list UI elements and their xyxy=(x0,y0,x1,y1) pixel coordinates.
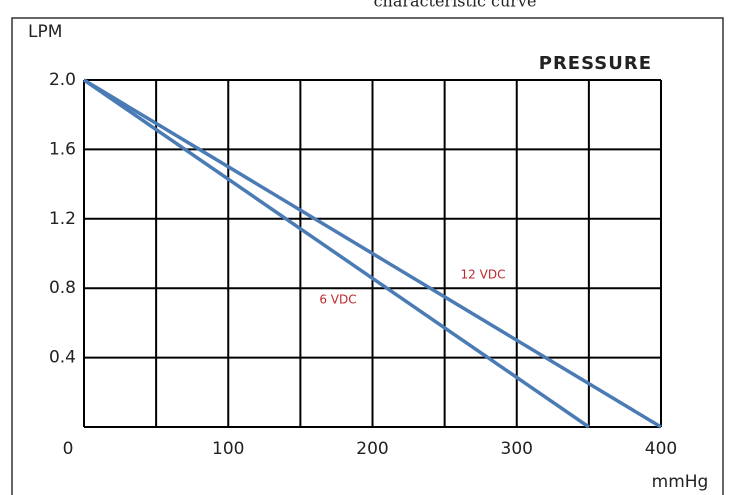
x-tick-label: 0 xyxy=(63,439,74,459)
y-tick-label: 1.6 xyxy=(49,139,76,159)
line-label: 6 VDC xyxy=(319,293,356,307)
y-axis-label: LPM xyxy=(28,22,62,42)
x-tick-label: 100 xyxy=(212,439,244,459)
chart-title: characteristic curve xyxy=(374,0,537,11)
y-tick-label: 2.0 xyxy=(49,70,76,90)
y-tick-label: 0.8 xyxy=(49,278,76,298)
x-tick-label: 300 xyxy=(501,439,533,459)
line xyxy=(83,78,590,429)
x-tick-label: 200 xyxy=(356,439,388,459)
x-axis-label: mmHg xyxy=(652,472,709,492)
annotation: PRESSURE xyxy=(539,53,652,74)
x-tick-label: 400 xyxy=(645,439,677,459)
frame xyxy=(11,17,724,495)
y-tick-label: 0.4 xyxy=(49,348,76,368)
line-label: 12 VDC xyxy=(461,268,506,282)
line xyxy=(83,78,662,429)
y-tick-label: 1.2 xyxy=(49,209,76,229)
